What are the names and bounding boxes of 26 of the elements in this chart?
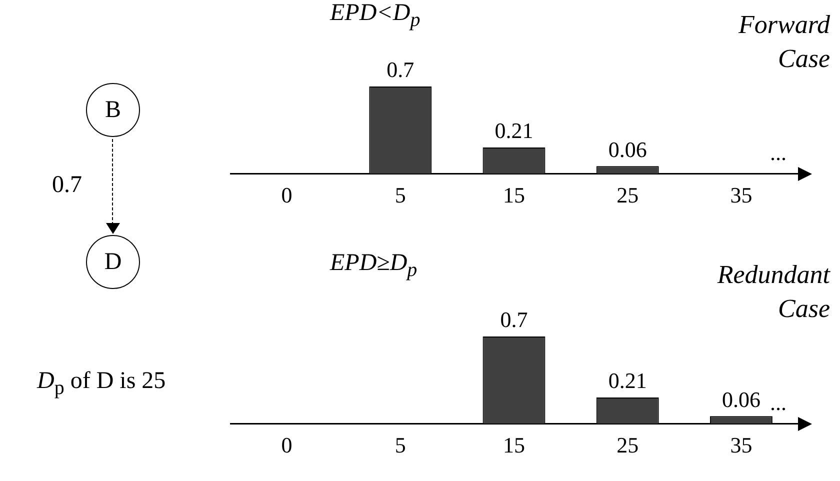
annotation: ... [770,140,786,166]
node-circle: B [86,83,140,137]
text: Redundant Case [716,259,830,325]
x-tick-label: 15 [503,432,525,458]
annotation: ... [770,390,786,416]
node-circle: D [86,235,140,289]
x-tick-label: 5 [394,182,406,208]
text: Forward Case [737,9,830,75]
x-tick-label: 5 [394,432,406,458]
text: 0.7 [52,172,82,199]
data-label: 0.06 [608,136,647,162]
x-tick-label: 35 [730,432,752,458]
data-label: 0.21 [494,118,534,144]
x-tick-label: 25 [616,182,639,208]
data-label: 0.7 [500,307,528,332]
chart-title: EPD<D$_{p}$ [330,0,420,32]
text: D$_{p}$ of D is 25 [37,368,166,400]
x-tick-label: 35 [730,182,752,208]
data-label: 0.06 [722,386,760,412]
data-label: 0.21 [608,368,647,394]
data-label: 0.7 [386,57,414,82]
x-tick-label: 0 [281,432,292,458]
x-tick-label: 15 [503,182,525,208]
x-tick-label: 25 [616,432,639,458]
chart-title: EPD≥D$_{p}$ [330,250,418,282]
x-tick-label: 0 [281,182,292,208]
